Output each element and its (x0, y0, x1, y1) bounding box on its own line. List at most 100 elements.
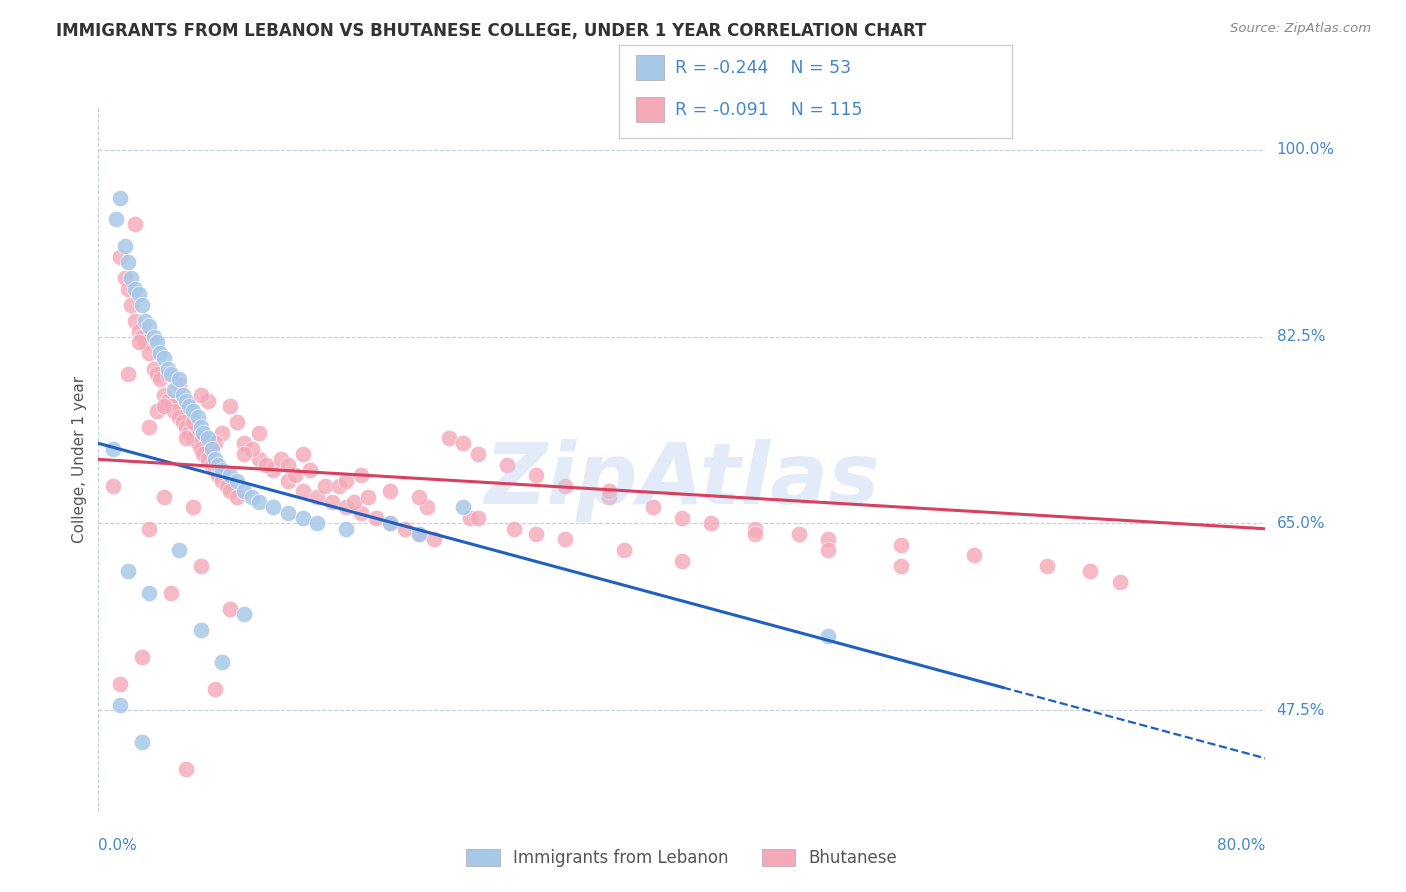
Point (270, 452, 292, 467)
Point (177, 425, 200, 440)
Point (211, 655, 233, 669)
Point (128, 334, 150, 349)
Point (204, 463, 226, 477)
Point (163, 383, 186, 397)
Point (153, 490, 176, 504)
Text: 65.0%: 65.0% (1277, 516, 1324, 531)
Point (211, 474, 233, 488)
Point (277, 474, 299, 488)
Point (408, 490, 430, 504)
Point (120, 297, 142, 311)
Point (138, 522, 160, 536)
Point (167, 543, 190, 558)
Point (117, 255, 139, 269)
Point (157, 361, 180, 376)
Point (204, 681, 226, 696)
Point (190, 420, 212, 434)
Point (211, 463, 233, 477)
Point (149, 372, 172, 386)
Point (131, 329, 153, 343)
Point (378, 516, 402, 531)
Point (598, 490, 620, 504)
Point (128, 324, 150, 338)
Point (174, 431, 197, 445)
Point (163, 404, 186, 418)
Point (277, 506, 299, 520)
Point (233, 607, 256, 622)
Point (335, 500, 357, 515)
Point (218, 399, 240, 413)
Point (744, 522, 766, 536)
Point (226, 415, 249, 429)
Point (262, 463, 284, 477)
Text: 100.0%: 100.0% (1277, 142, 1334, 157)
Point (218, 484, 240, 499)
Point (700, 516, 723, 531)
Point (134, 313, 156, 327)
Point (350, 506, 373, 520)
Point (378, 516, 402, 531)
Point (890, 538, 912, 552)
Legend: Immigrants from Lebanon, Bhutanese: Immigrants from Lebanon, Bhutanese (460, 842, 904, 874)
Point (131, 649, 153, 664)
Point (117, 281, 139, 295)
Text: R = -0.244    N = 53: R = -0.244 N = 53 (675, 59, 851, 77)
Point (142, 329, 165, 343)
Point (146, 404, 169, 418)
Point (138, 345, 160, 359)
Point (240, 442, 263, 456)
Point (207, 468, 229, 483)
Point (124, 313, 146, 327)
Point (174, 420, 197, 434)
Point (117, 565, 139, 579)
Point (423, 533, 446, 547)
Point (307, 516, 329, 531)
Point (343, 495, 366, 509)
Point (131, 735, 153, 749)
Point (612, 543, 634, 558)
Point (817, 629, 839, 643)
Point (495, 458, 517, 472)
Point (138, 420, 160, 434)
Point (172, 415, 194, 429)
Point (177, 399, 200, 413)
Point (181, 415, 204, 429)
Text: 47.5%: 47.5% (1277, 703, 1324, 718)
Point (1035, 559, 1057, 574)
Point (110, 676, 132, 690)
Point (114, 271, 136, 285)
Point (467, 511, 489, 525)
Point (174, 762, 197, 776)
Text: 80.0%: 80.0% (1218, 838, 1265, 854)
Point (378, 484, 402, 499)
Y-axis label: College, Under 1 year: College, Under 1 year (72, 376, 87, 543)
Point (460, 511, 482, 525)
Point (110, 698, 132, 712)
Point (254, 458, 277, 472)
Point (671, 554, 693, 568)
Point (394, 522, 416, 536)
Text: 82.5%: 82.5% (1277, 329, 1324, 344)
Point (167, 377, 190, 392)
Point (233, 484, 256, 499)
Point (291, 484, 314, 499)
Point (110, 250, 132, 264)
Point (131, 297, 153, 311)
Point (524, 468, 547, 483)
Point (291, 447, 314, 461)
Point (160, 367, 183, 381)
Point (890, 559, 912, 574)
Point (817, 543, 839, 558)
Point (160, 399, 183, 413)
Point (1108, 575, 1130, 590)
Point (153, 399, 176, 413)
Point (204, 436, 226, 450)
Point (181, 500, 204, 515)
Point (233, 436, 256, 450)
Point (211, 425, 233, 440)
Point (157, 393, 180, 408)
Point (174, 393, 197, 408)
Text: R = -0.091    N = 115: R = -0.091 N = 115 (675, 101, 862, 119)
Point (172, 388, 194, 402)
Point (124, 281, 146, 295)
